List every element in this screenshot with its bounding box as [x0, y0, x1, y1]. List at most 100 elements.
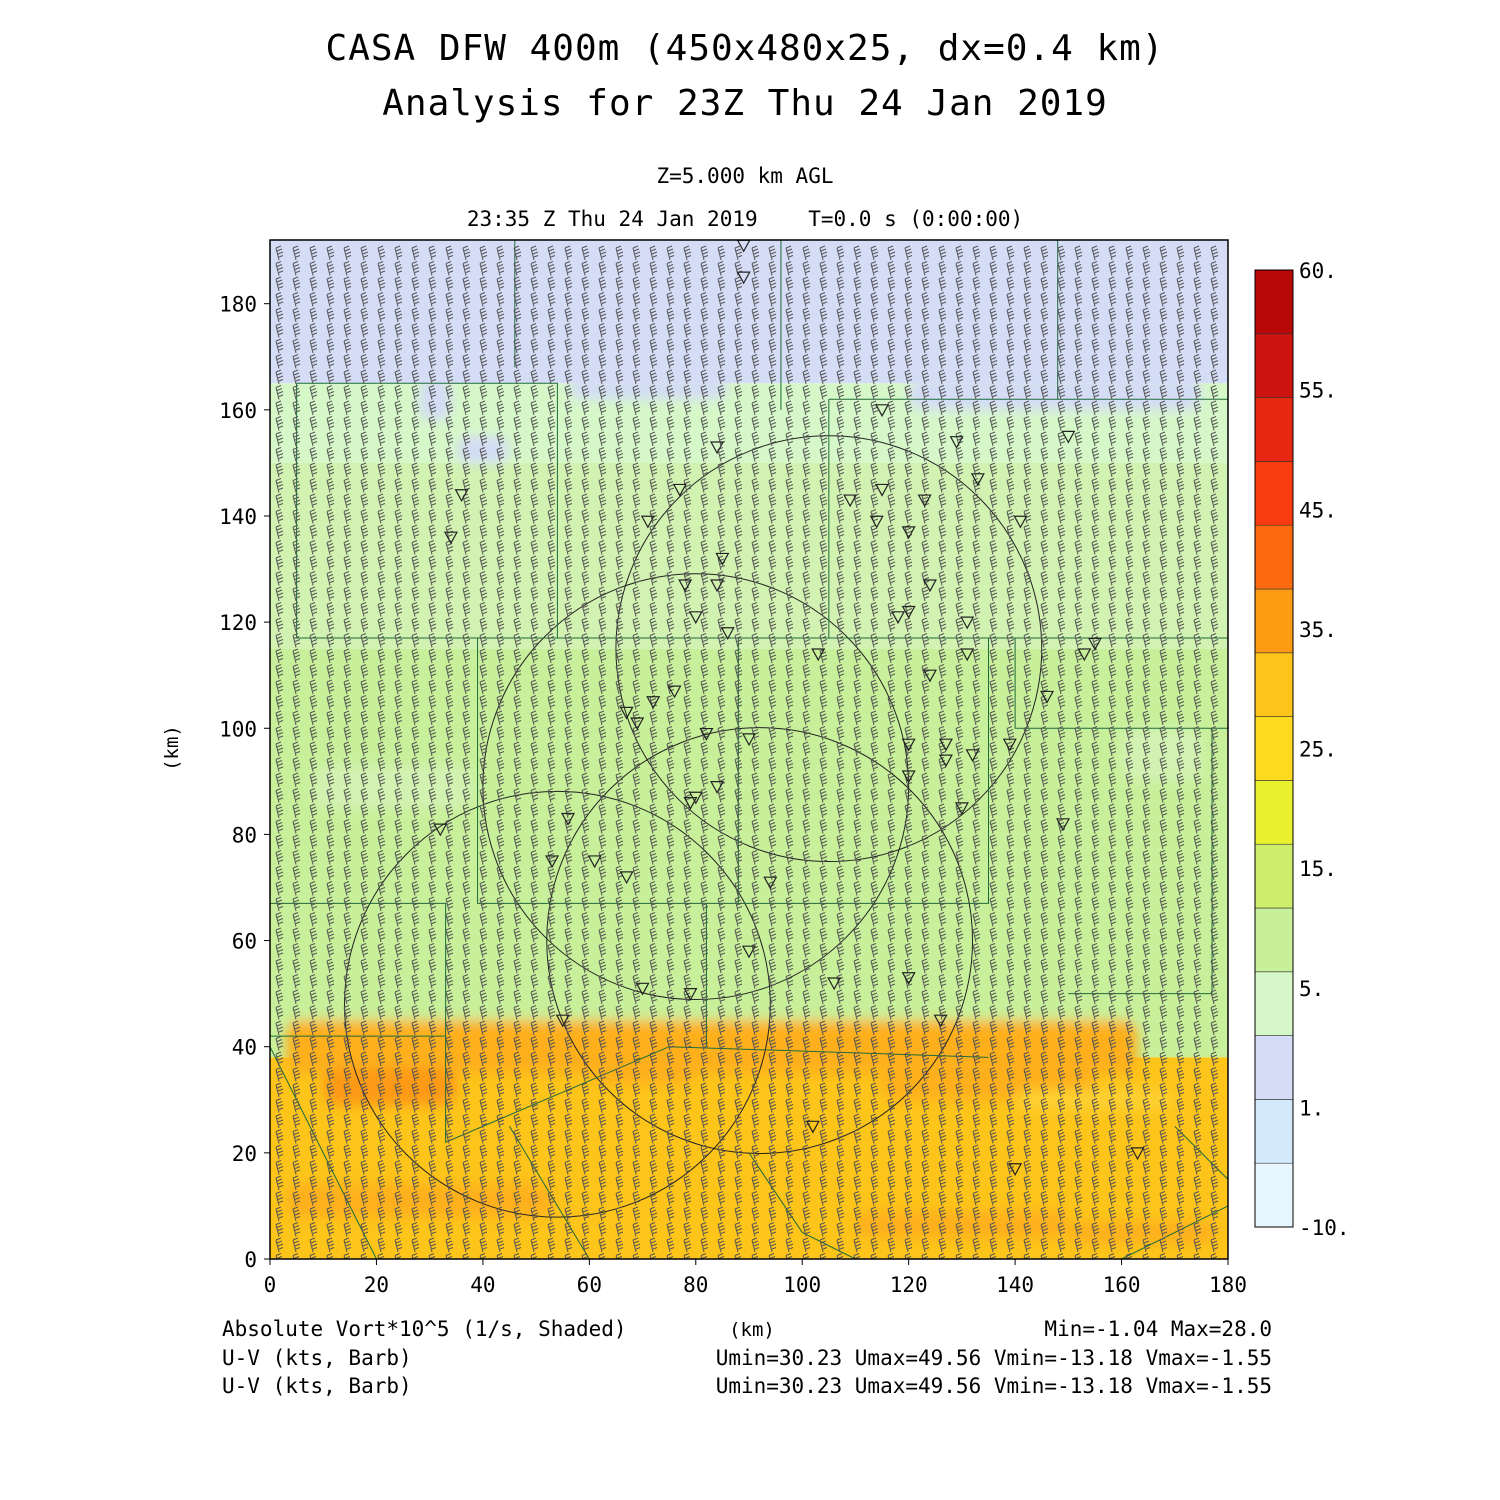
station-marker: [710, 441, 725, 455]
station-marker: [933, 1014, 948, 1028]
station-marker: [954, 802, 969, 816]
station-marker: [970, 473, 985, 487]
colorbar-segment: [1254, 461, 1294, 526]
x-tick-label: 180: [1209, 1273, 1247, 1297]
x-tick-label: 60: [577, 1273, 602, 1297]
colorbar-label: 15.: [1299, 857, 1337, 881]
colorbar: 60. 55. 45. 35. 25. 15. 5. 1. -10.: [1254, 259, 1350, 1240]
time-label: 23:35 Z Thu 24 Jan 2019 T=0.0 s (0:00:00…: [467, 207, 1023, 231]
station-marker: [683, 988, 698, 1001]
station-marker: [891, 611, 906, 625]
y-tick-label: 140: [219, 505, 257, 529]
y-axis-label: (km): [161, 725, 183, 771]
barb-label-1: U-V (kts, Barb): [222, 1346, 412, 1370]
county-line: [1068, 728, 1213, 995]
colorbar-segment: [1254, 971, 1294, 1036]
colorbar-segment: [1254, 524, 1294, 590]
colorbar-segment: [1254, 269, 1294, 335]
x-tick-label: 80: [683, 1273, 708, 1297]
colorbar-segment: [1254, 843, 1294, 909]
station-marker: [811, 648, 826, 662]
station-marker: [901, 972, 916, 985]
station-marker: [1130, 1147, 1145, 1161]
x-tick-label: 140: [996, 1273, 1034, 1297]
field-patch: [456, 436, 510, 463]
station-marker: [433, 823, 448, 837]
field-zone: [270, 462, 1228, 649]
colorbar-segment: [1254, 907, 1294, 973]
county-line: [270, 902, 447, 1037]
station-marker: [875, 483, 890, 497]
station-marker: [1013, 515, 1028, 529]
station-marker: [901, 605, 916, 619]
x-tick-label: 20: [364, 1273, 389, 1297]
colorbar-segment: [1254, 716, 1294, 781]
field-patch: [285, 1184, 553, 1217]
field-patch: [270, 977, 1228, 1021]
station-marker: [901, 770, 916, 784]
colorbar-frame: [1254, 269, 1294, 1228]
station-marker: [827, 977, 842, 991]
station-markers: [433, 240, 1145, 1177]
station-marker: [1077, 648, 1092, 662]
station-marker: [443, 531, 458, 545]
station-marker: [699, 727, 714, 741]
colorbar-label: 35.: [1299, 618, 1337, 642]
station-marker: [1087, 637, 1102, 651]
station-marker: [741, 733, 757, 747]
station-marker: [630, 717, 645, 731]
county-line: [270, 1046, 377, 1259]
station-marker: [805, 1120, 820, 1134]
field-patch: [855, 1211, 1069, 1238]
x-axis: 0 20 40 60 80 100 120 140 160 180: [264, 1259, 1247, 1297]
station-marker: [741, 945, 757, 959]
field-patch: [419, 377, 451, 421]
station-marker: [710, 781, 725, 794]
county-boundaries: [270, 240, 1228, 1259]
colorbar-label: 45.: [1299, 498, 1337, 522]
station-marker: [683, 796, 698, 810]
station-marker: [545, 855, 560, 869]
wind-barbs: [275, 245, 1219, 1259]
chart-title: CASA DFW 400m (450x480x25, dx=0.4 km): [326, 28, 1165, 69]
station-marker: [938, 754, 953, 768]
x-tick-label: 40: [470, 1273, 495, 1297]
colorbar-segment: [1254, 397, 1294, 462]
county-line: [477, 638, 989, 904]
station-marker: [710, 579, 725, 593]
station-marker: [917, 494, 932, 508]
station-marker: [843, 494, 858, 508]
station-marker: [678, 579, 693, 593]
station-marker: [715, 552, 730, 566]
station-marker: [454, 489, 469, 503]
county-line: [296, 382, 558, 639]
range-ring: [344, 790, 771, 1218]
colorbar-label: 55.: [1299, 379, 1337, 403]
y-tick-label: 20: [232, 1142, 257, 1166]
station-marker: [901, 526, 916, 540]
station-marker: [869, 515, 884, 529]
station-marker: [949, 436, 964, 449]
station-marker: [1040, 690, 1055, 704]
y-tick-label: 80: [232, 823, 257, 847]
field-patch: [589, 1052, 696, 1084]
x-axis-label: (km): [729, 1319, 775, 1341]
station-marker: [619, 871, 634, 885]
y-tick-label: 180: [219, 293, 257, 317]
colorbar-label: 5.: [1299, 977, 1324, 1001]
field-patch: [568, 377, 728, 400]
colorbar-segment: [1254, 333, 1294, 398]
station-marker: [901, 738, 916, 752]
range-ring: [546, 727, 974, 1154]
colorbar-segment: [1254, 1035, 1294, 1100]
station-marker: [640, 515, 655, 529]
station-marker: [960, 648, 975, 662]
station-marker: [672, 483, 687, 497]
wind-barb-field: [275, 245, 1219, 1259]
chart-subtitle: Analysis for 23Z Thu 24 Jan 2019: [382, 83, 1108, 124]
y-axis: 0 20 40 60 80 100 120 140 160 180: [219, 293, 270, 1272]
county-line: [1121, 1205, 1228, 1259]
station-marker: [635, 982, 650, 996]
colorbar-label: 60.: [1299, 259, 1337, 283]
